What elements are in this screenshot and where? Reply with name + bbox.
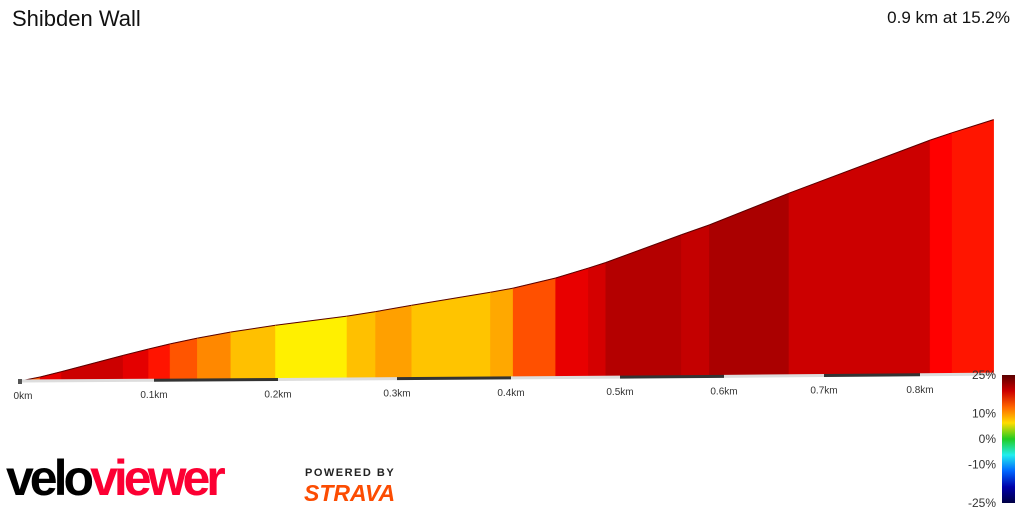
profile-segment [197, 331, 232, 381]
profile-segment [275, 315, 348, 380]
segment-summary: 0.9 km at 15.2% [887, 8, 1010, 27]
profile-outline [605, 234, 682, 263]
legend-label: 0% [979, 432, 997, 446]
gradient-legend-bar [1002, 375, 1015, 503]
legend-label: 10% [972, 406, 996, 420]
profile-segment [375, 304, 413, 380]
profile-segment [411, 291, 491, 379]
profile-outline [555, 267, 589, 279]
profile-segment [230, 324, 276, 381]
profile-outline [375, 304, 412, 313]
x-tick-label: 0.5km [606, 387, 633, 398]
profile-segment [148, 343, 171, 381]
profile-outline [148, 343, 171, 350]
gradient-legend-labels: 25% 10% 0% -10% -25% [968, 368, 996, 510]
profile-segment [681, 224, 710, 377]
profile-segment [951, 119, 994, 375]
profile-segment [788, 139, 931, 377]
baseline-band [619, 374, 725, 379]
distance-baseline [18, 372, 994, 384]
profile-outline [39, 371, 62, 378]
profile-segment [605, 234, 682, 378]
legend-label: 25% [972, 368, 996, 382]
profile-outline [952, 119, 994, 134]
baseline-band [396, 376, 512, 381]
legend-label: -10% [968, 458, 996, 472]
baseline-band [723, 374, 825, 378]
x-tick-label: 0.6km [710, 386, 737, 397]
profile-segment [122, 348, 149, 381]
segment-title: Shibden Wall [12, 6, 141, 31]
profile-outline [230, 324, 276, 333]
profile-segment [490, 287, 514, 379]
profile-outline [275, 315, 348, 326]
veloviewer-logo: veloviewer [6, 450, 226, 506]
baseline-band [823, 373, 921, 378]
profile-segment [61, 354, 124, 382]
x-tick-label: 0.4km [497, 388, 524, 399]
profile-segment [169, 337, 198, 381]
legend-label: -25% [968, 496, 996, 510]
profile-segment [709, 192, 790, 377]
x-axis-ticks: 0km 0.1km 0.2km 0.3km 0.4km 0.5km 0.6km 0.7km 0.… [14, 385, 934, 402]
profile-segment [555, 267, 589, 378]
baseline-band [19, 378, 155, 383]
baseline-band [277, 377, 398, 381]
profile-outline [61, 354, 124, 373]
profile-outline [411, 291, 491, 306]
powered-by-text: POWERED BY [305, 467, 396, 479]
x-tick-label: 0.3km [383, 389, 410, 400]
x-tick-label: 0.2km [264, 389, 291, 400]
baseline-band [153, 377, 279, 382]
profile-outline [170, 337, 198, 345]
profile-segment [588, 262, 607, 378]
baseline-start-marker [18, 379, 22, 384]
baseline-band [510, 375, 621, 380]
x-tick-label: 0.1km [140, 390, 167, 401]
profile-outline [346, 311, 376, 317]
x-tick-label: 0.7km [810, 386, 837, 397]
profile-outline [929, 132, 953, 141]
x-tick-label: 0.8km [906, 385, 933, 396]
profile-segment [929, 132, 953, 375]
profile-outline [197, 331, 231, 339]
profile-segments [19, 119, 994, 382]
profile-outline [709, 192, 790, 226]
profile-outline [788, 139, 931, 194]
profile-outline [588, 262, 606, 269]
baseline-band [919, 372, 994, 377]
profile-outline [490, 287, 514, 293]
profile-segment [512, 277, 556, 379]
profile-outline [681, 224, 710, 236]
x-tick-label: 0km [14, 391, 33, 402]
profile-outline [513, 277, 556, 289]
strava-logo: STRAVA [304, 480, 396, 506]
profile-segment [346, 311, 376, 380]
profile-outline [123, 348, 149, 356]
